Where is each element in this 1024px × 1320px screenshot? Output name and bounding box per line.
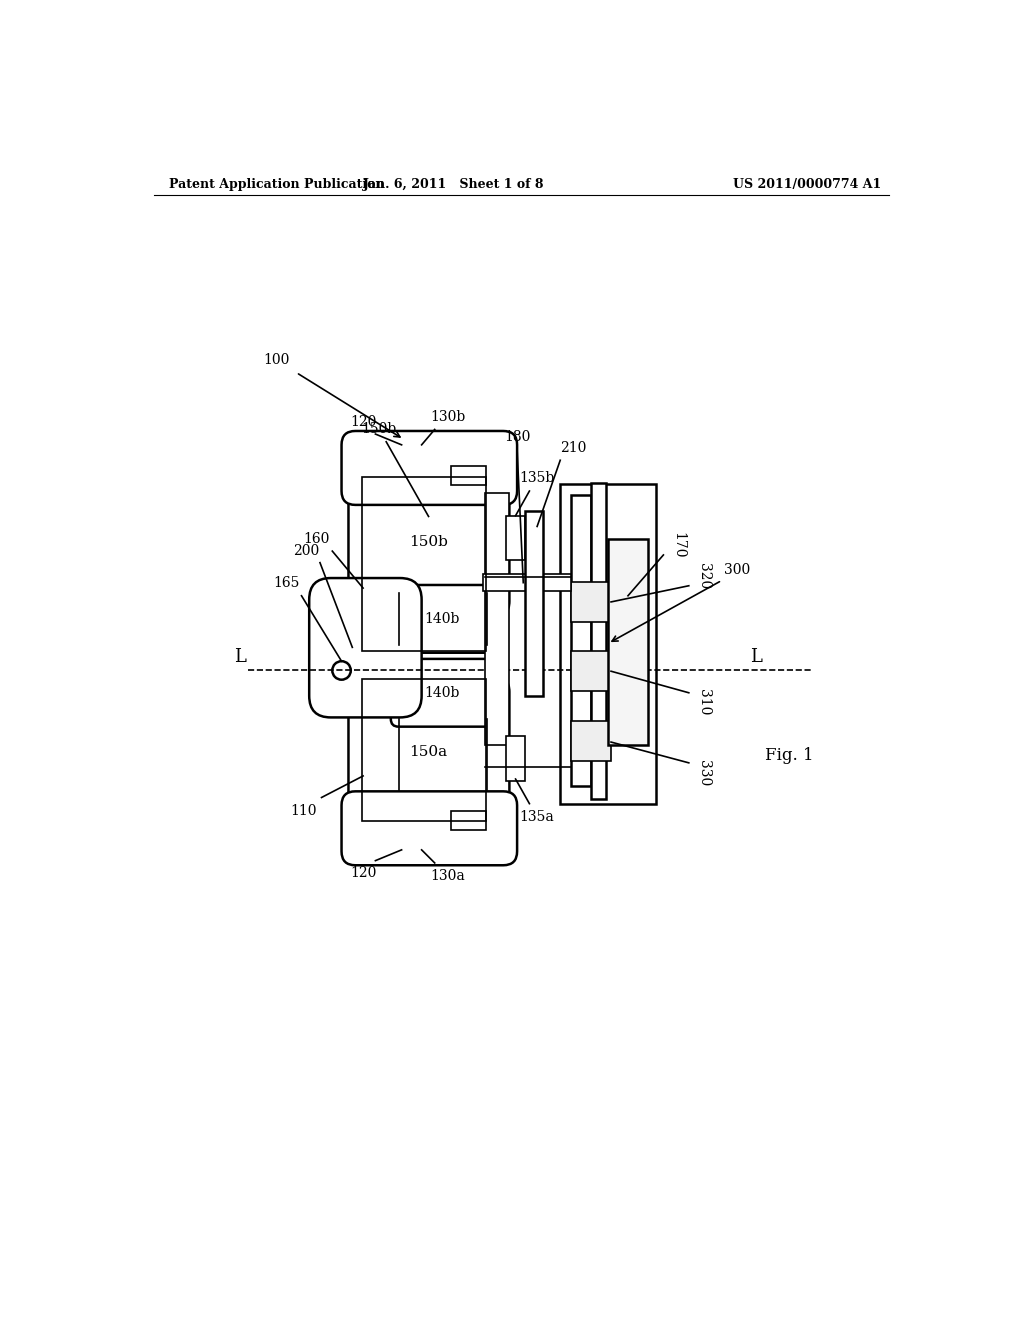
Text: 110: 110: [291, 804, 317, 818]
Bar: [560, 484, 656, 804]
Text: 180: 180: [504, 430, 530, 444]
Bar: [483, 574, 571, 591]
Text: 120: 120: [350, 866, 376, 880]
Text: 200: 200: [293, 544, 319, 558]
Text: 140b: 140b: [425, 686, 460, 700]
Text: 135a: 135a: [520, 809, 554, 824]
Text: 300: 300: [724, 564, 751, 577]
Bar: [571, 721, 611, 760]
Text: 150a: 150a: [410, 744, 447, 759]
FancyBboxPatch shape: [342, 792, 517, 866]
Text: 330: 330: [697, 760, 712, 785]
Bar: [608, 539, 648, 744]
Text: Patent Application Publication: Patent Application Publication: [169, 178, 385, 190]
Text: L: L: [750, 648, 762, 667]
FancyBboxPatch shape: [348, 465, 509, 618]
Text: 150b: 150b: [410, 535, 447, 549]
Text: Jan. 6, 2011   Sheet 1 of 8: Jan. 6, 2011 Sheet 1 of 8: [364, 178, 545, 190]
Bar: [451, 466, 486, 484]
Bar: [506, 737, 524, 780]
Text: 210: 210: [560, 441, 587, 455]
Text: 150b: 150b: [360, 422, 396, 437]
Bar: [361, 678, 486, 821]
FancyBboxPatch shape: [342, 432, 517, 506]
Bar: [524, 511, 544, 696]
Text: 320: 320: [697, 562, 712, 589]
FancyBboxPatch shape: [391, 659, 495, 726]
Text: 310: 310: [697, 689, 712, 715]
Text: 160: 160: [304, 532, 330, 545]
Text: 100: 100: [263, 354, 290, 367]
Text: 130b: 130b: [430, 411, 466, 424]
Bar: [571, 582, 611, 622]
Text: Fig. 1: Fig. 1: [765, 747, 813, 764]
Bar: [506, 516, 524, 561]
Text: 170: 170: [672, 532, 686, 558]
FancyBboxPatch shape: [348, 675, 509, 829]
Bar: [484, 492, 509, 744]
Text: US 2011/0000774 A1: US 2011/0000774 A1: [733, 178, 882, 190]
Text: 135b: 135b: [519, 471, 555, 484]
Text: 130a: 130a: [430, 869, 465, 883]
Bar: [571, 495, 591, 785]
Bar: [361, 478, 486, 651]
Text: L: L: [233, 648, 246, 667]
Bar: [591, 483, 606, 799]
Text: 140b: 140b: [425, 612, 460, 626]
FancyBboxPatch shape: [391, 585, 495, 653]
Bar: [451, 812, 486, 830]
FancyBboxPatch shape: [309, 578, 422, 718]
Text: 120: 120: [350, 414, 376, 429]
Bar: [571, 651, 611, 692]
Text: 165: 165: [273, 577, 299, 590]
